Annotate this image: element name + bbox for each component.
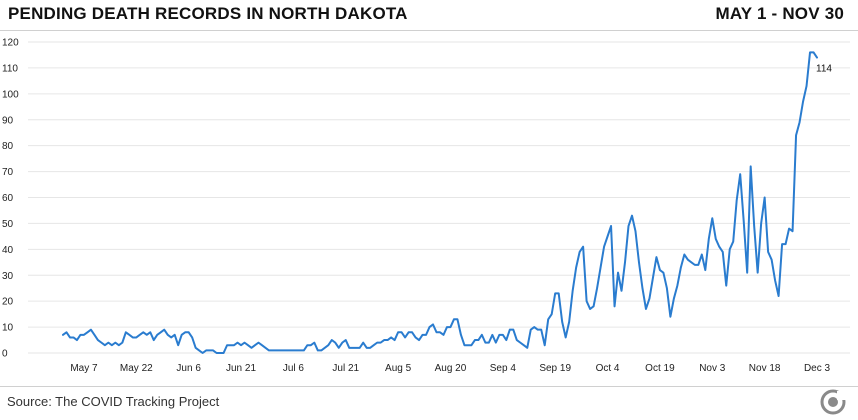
x-tick-label: Aug 5 <box>385 363 412 374</box>
x-axis: May 7 May 22 Jun 6 Jun 21 Jul 6 Jul 21 Aug 5 Au… <box>70 363 830 374</box>
y-tick-label: 100 <box>2 89 19 100</box>
header-divider <box>0 30 858 31</box>
x-tick-label: Dec 3 <box>804 363 831 374</box>
x-tick-label: Sep 19 <box>539 363 571 374</box>
series-line <box>62 51 818 354</box>
x-tick-label: Jul 6 <box>283 363 305 374</box>
y-tick-label: 70 <box>2 167 14 178</box>
y-tick-label: 110 <box>2 63 18 74</box>
x-tick-label: Nov 18 <box>749 363 781 374</box>
covid-tracking-project-logo-icon <box>820 389 846 415</box>
y-tick-label: 120 <box>2 38 19 49</box>
y-tick-label: 60 <box>2 193 14 204</box>
x-tick-label: Nov 3 <box>699 363 726 374</box>
y-tick-label: 40 <box>2 245 14 256</box>
x-tick-label: Jul 21 <box>332 363 359 374</box>
date-range: MAY 1 - NOV 30 <box>715 4 844 23</box>
grid-lines <box>28 41 850 354</box>
y-tick-label: 50 <box>2 219 14 230</box>
x-tick-label: Jun 6 <box>176 363 201 374</box>
source-note: Source: The COVID Tracking Project <box>7 394 220 409</box>
x-tick-label: Sep 4 <box>490 363 517 374</box>
y-tick-label: 0 <box>2 349 8 360</box>
y-tick-label: 20 <box>2 297 14 308</box>
y-tick-label: 30 <box>2 271 14 282</box>
y-tick-label: 10 <box>2 323 14 334</box>
y-axis: 0 10 20 30 40 50 60 70 80 90 100 110 120 <box>2 38 19 360</box>
x-tick-label: Jun 21 <box>226 363 256 374</box>
x-tick-label: May 22 <box>120 363 153 374</box>
x-tick-label: Oct 4 <box>596 363 620 374</box>
y-tick-label: 80 <box>2 141 14 152</box>
x-tick-label: Oct 19 <box>645 363 675 374</box>
y-tick-label: 90 <box>2 115 14 126</box>
line-chart: 0 10 20 30 40 50 60 70 80 90 100 110 120 May 7 May 22… <box>2 38 850 374</box>
x-tick-label: Aug 20 <box>435 363 467 374</box>
end-value-label: 114 <box>816 64 832 75</box>
chart-title: PENDING DEATH RECORDS IN NORTH DAKOTA <box>8 4 408 23</box>
x-tick-label: May 7 <box>70 363 98 374</box>
footer-divider <box>0 386 858 387</box>
